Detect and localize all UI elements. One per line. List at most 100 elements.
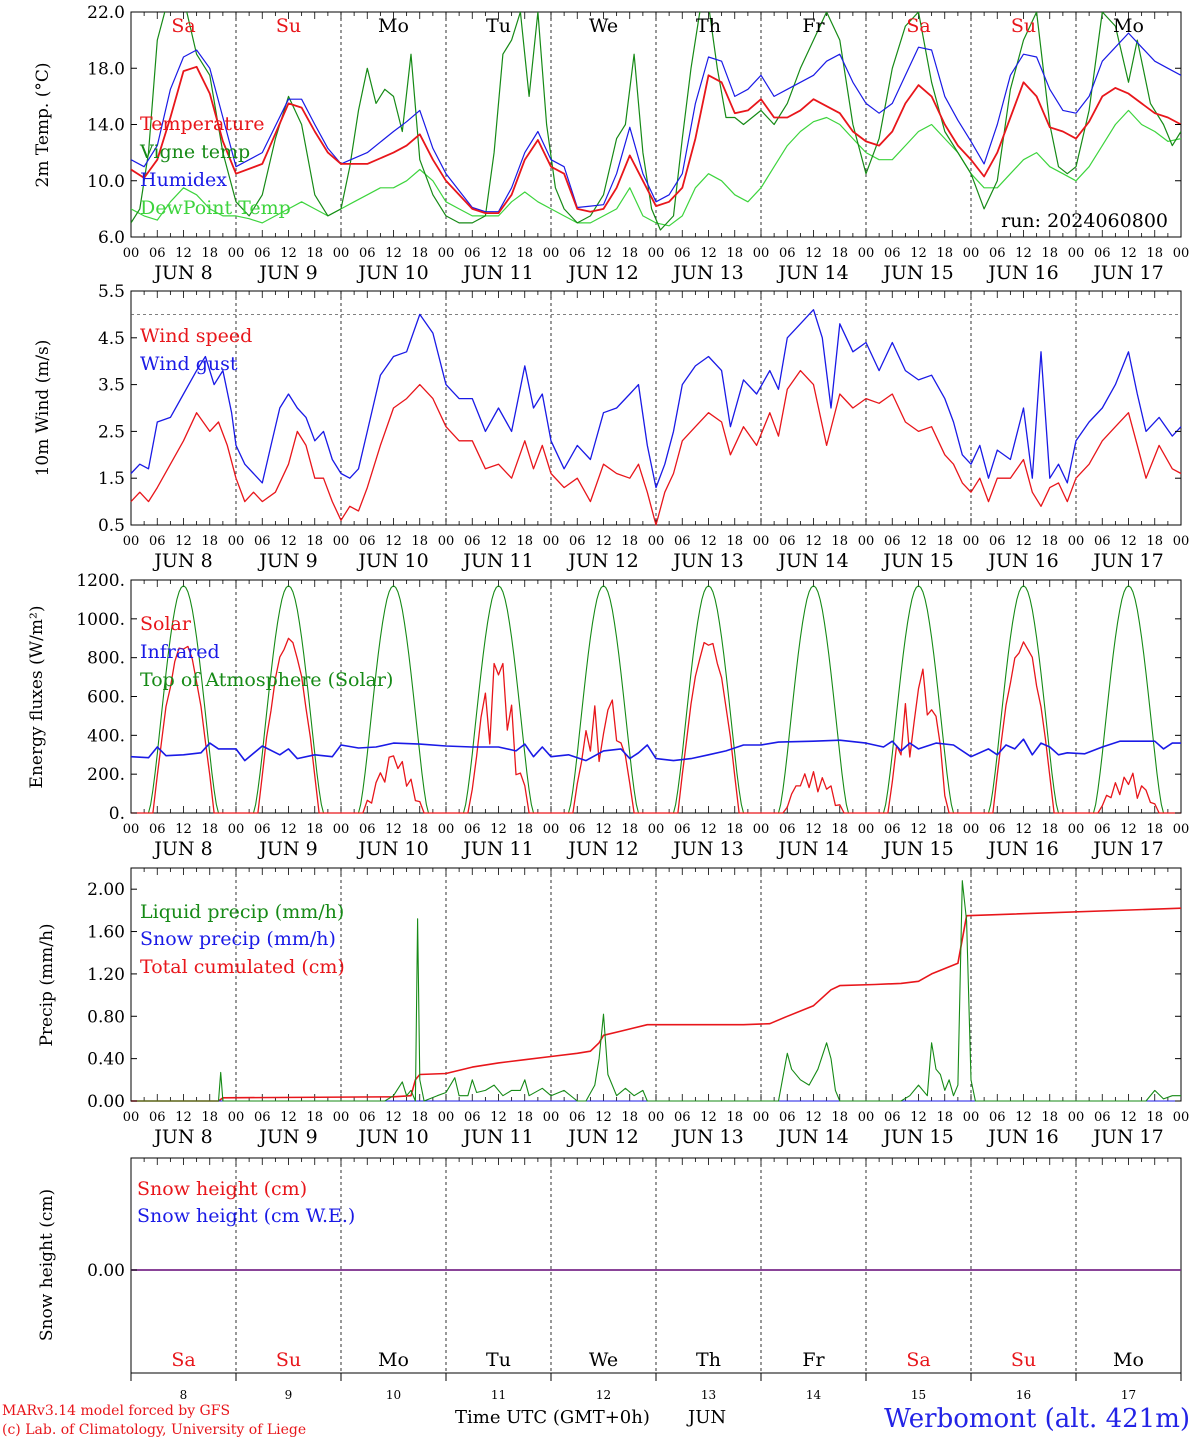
y-tick-label: 5.5	[98, 282, 125, 302]
hour-label: 06	[149, 822, 166, 837]
hour-label: 06	[884, 534, 901, 549]
day-label: JUN 16	[986, 1126, 1058, 1148]
hour-label: 00	[648, 246, 665, 261]
hour-label: 00	[1068, 822, 1085, 837]
hour-label: 06	[989, 534, 1006, 549]
hour-label: 00	[438, 822, 455, 837]
day-label: JUN 8	[152, 1126, 212, 1148]
hour-label: 06	[1094, 1110, 1111, 1125]
hour-label: 00	[648, 822, 665, 837]
y-axis-label: 10m Wind (m/s)	[33, 340, 53, 477]
day-label: JUN 10	[356, 550, 428, 572]
legend-entry: Infrared	[140, 641, 220, 663]
y-axis-label: Snow height (cm)	[37, 1189, 57, 1341]
hour-label: 00	[963, 534, 980, 549]
hour-label: 06	[989, 822, 1006, 837]
y-axis-label: 2m Temp. (°C)	[33, 62, 53, 187]
hour-label: 12	[490, 246, 507, 261]
hour-label: 12	[1120, 1110, 1137, 1125]
weekday-label: Mo	[378, 1349, 409, 1371]
hour-label: 06	[149, 246, 166, 261]
hour-label: 12	[700, 246, 717, 261]
hour-label: 06	[359, 1110, 376, 1125]
legend-entry: Wind speed	[140, 325, 252, 347]
hour-label: 12	[385, 822, 402, 837]
y-tick-label: 0.40	[87, 1050, 125, 1070]
hour-label: 00	[753, 822, 770, 837]
day-label: JUN 12	[566, 550, 638, 572]
hour-label: 18	[1146, 822, 1163, 837]
y-tick-label: 1.60	[87, 923, 125, 943]
hour-label: 06	[464, 822, 481, 837]
hour-label: 12	[805, 534, 822, 549]
weekday-label: Tu	[486, 1349, 511, 1371]
weekday-label: Su	[276, 1349, 301, 1371]
weekday-label: We	[589, 1349, 618, 1371]
hour-label: 12	[910, 822, 927, 837]
time-axis-label: Time UTC (GMT+0h)	[455, 1407, 650, 1428]
hour-label: 18	[411, 1110, 428, 1125]
hour-label: 06	[254, 246, 271, 261]
legend-entry: Snow height (cm)	[137, 1178, 307, 1200]
hour-label: 12	[1120, 246, 1137, 261]
weekday-label: Sa	[906, 15, 930, 37]
hour-label: 06	[884, 822, 901, 837]
hour-label: 18	[1041, 1110, 1058, 1125]
hour-label: 18	[411, 246, 428, 261]
legend-entry: Snow height (cm W.E.)	[137, 1205, 355, 1227]
series-humidex	[131, 32, 1181, 213]
hour-label: 12	[385, 534, 402, 549]
hour-label: 06	[149, 1110, 166, 1125]
hour-label: 12	[175, 822, 192, 837]
hour-label: 06	[674, 246, 691, 261]
weekday-label: Sa	[906, 1349, 930, 1371]
series-temperature	[131, 65, 1181, 215]
hour-label: 18	[726, 534, 743, 549]
time-axis-month: JUN	[686, 1407, 726, 1428]
hour-label: 12	[595, 246, 612, 261]
hour-label: 06	[1094, 246, 1111, 261]
y-tick-label: 0.00	[87, 1092, 125, 1112]
weekday-label: Fr	[802, 15, 825, 37]
weekday-label: Sa	[171, 15, 195, 37]
hour-label: 18	[936, 822, 953, 837]
hour-label: 06	[464, 246, 481, 261]
hour-label: 06	[884, 246, 901, 261]
hour-label: 12	[910, 1110, 927, 1125]
series-liquid-precip-mm-h	[131, 880, 1181, 1102]
hour-label: 18	[516, 822, 533, 837]
hour-label: 00	[438, 1110, 455, 1125]
hour-label: 18	[621, 822, 638, 837]
hour-label: 12	[1015, 1110, 1032, 1125]
hour-label: 12	[385, 246, 402, 261]
footer-model-line: MARv3.14 model forced by GFS	[2, 1403, 230, 1419]
hour-label: 18	[936, 534, 953, 549]
day-label: JUN 14	[776, 550, 848, 572]
legend-entry: Temperature	[140, 113, 264, 135]
hour-label: 18	[726, 246, 743, 261]
y-axis-label: Energy fluxes (W/m²)	[27, 606, 47, 789]
y-tick-label: 1000.	[76, 610, 125, 630]
hour-label: 18	[201, 534, 218, 549]
hour-label: 12	[490, 1110, 507, 1125]
day-label: JUN 13	[671, 550, 743, 572]
panel-5: 0.00 Snow height (cm) Snow height (cm) Snow…	[37, 1157, 1182, 1402]
y-tick-label: 0.5	[98, 516, 125, 536]
hour-label: 06	[569, 822, 586, 837]
day-label: JUN 17	[1091, 262, 1163, 284]
hour-label: 00	[1068, 246, 1085, 261]
hour-label: 18	[411, 822, 428, 837]
hour-label: 12	[700, 1110, 717, 1125]
panel-2: 0.5 1.5 2.5 3.5 4.5 5.5 10m Wind (m/s) Wind spe…	[33, 282, 1189, 572]
hour-label: 06	[359, 822, 376, 837]
weekday-label: Th	[696, 1349, 721, 1371]
hour-label: 00	[858, 534, 875, 549]
hour-label: 00	[228, 246, 245, 261]
hour-label: 06	[989, 246, 1006, 261]
y-tick-label: 400.	[87, 726, 125, 746]
hour-label: 18	[411, 534, 428, 549]
hour-label: 12	[700, 534, 717, 549]
hour-label: 18	[831, 534, 848, 549]
hour-label: 00	[438, 534, 455, 549]
hour-label: 00	[333, 534, 350, 549]
